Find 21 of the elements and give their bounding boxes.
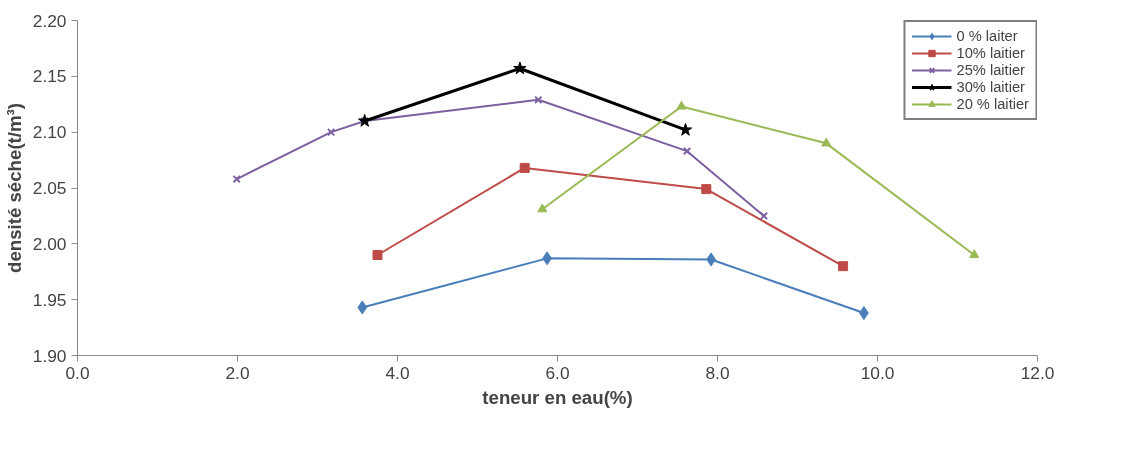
legend-label: 30% laitier <box>956 79 1025 95</box>
y-tick-label: 1.95 <box>32 289 67 310</box>
x-tick-label: 4.0 <box>385 362 410 383</box>
x-axis-title: teneur en eau(%) <box>482 386 633 408</box>
x-tick-label: 12.0 <box>1020 362 1055 383</box>
x-tick-label: 6.0 <box>545 362 570 383</box>
y-tick-label: 1.90 <box>32 345 67 366</box>
y-tick-label: 2.20 <box>32 10 67 31</box>
y-tick-label: 2.10 <box>32 122 67 143</box>
legend-label: 10% laitier <box>956 45 1025 61</box>
legend-label: 0 % laiter <box>956 28 1018 44</box>
x-tick-label: 10.0 <box>860 362 895 383</box>
x-tick-label: 2.0 <box>225 362 250 383</box>
y-tick-label: 2.00 <box>32 233 67 254</box>
y-tick-label: 2.15 <box>32 66 67 87</box>
y-tick-label: 2.05 <box>32 178 67 198</box>
legend-label: 25% laitier <box>956 62 1025 78</box>
x-tick-label: 8.0 <box>705 362 730 383</box>
x-tick-label: 0.0 <box>65 362 90 383</box>
y-axis-title: densité séche(t/m³) <box>3 102 25 274</box>
legend-label: 20 % laitier <box>956 96 1029 112</box>
